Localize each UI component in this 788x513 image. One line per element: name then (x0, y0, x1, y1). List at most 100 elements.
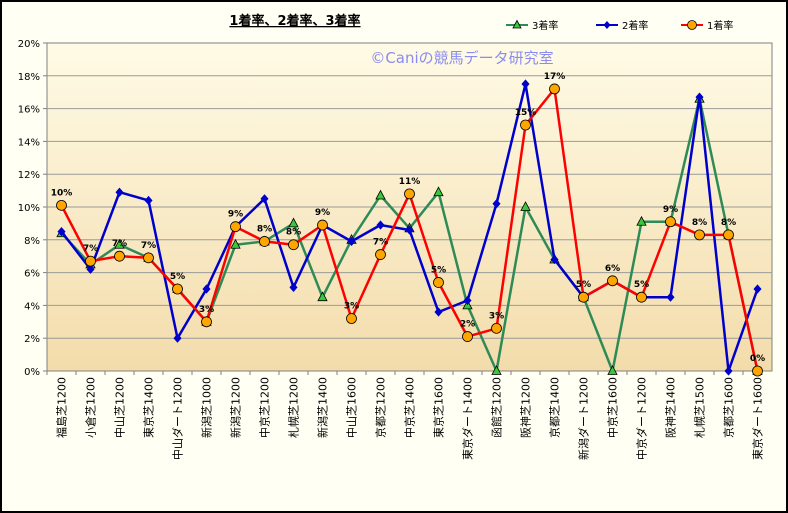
data-label: 5% (634, 280, 649, 290)
data-label: 9% (228, 210, 243, 220)
x-tick-label: 中京芝1200 (258, 377, 272, 438)
data-label: 5% (576, 280, 591, 290)
x-tick-label: 京都芝1200 (374, 377, 388, 438)
data-point (607, 365, 618, 375)
data-point (695, 92, 704, 102)
data-label: 9% (663, 205, 678, 215)
legend-item: 2着率 (596, 19, 648, 32)
data-label: 9% (315, 208, 330, 218)
data-label: 8% (721, 218, 736, 228)
data-point (434, 307, 443, 317)
y-tick-label: 16% (18, 105, 40, 116)
x-tick-label: 京都芝1600 (722, 377, 736, 438)
data-point (724, 366, 733, 376)
x-tick-label: 中京芝1600 (606, 377, 620, 438)
data-point (172, 283, 183, 295)
y-tick-label: 0% (24, 367, 40, 378)
data-point (520, 201, 531, 211)
data-point (260, 194, 269, 204)
data-point (289, 282, 298, 292)
x-tick-label: 札幌芝1500 (693, 377, 707, 438)
data-point (317, 219, 328, 231)
data-point (491, 322, 502, 334)
data-point (347, 236, 356, 247)
legend-item: 3着率 (506, 19, 558, 32)
data-point (433, 277, 444, 288)
x-tick-label: 新潟芝1200 (229, 377, 243, 438)
data-label: 7% (112, 239, 127, 249)
data-label: 7% (373, 238, 388, 248)
data-point (201, 316, 212, 328)
x-tick-label: 中山芝1200 (114, 377, 127, 438)
x-tick-label: 京都芝1400 (548, 377, 562, 438)
data-labels: 10% 7% 7% 7% 5% 3% 9% 8% 8% 9% 3% 7% 11% 5% 2% 3% 15% 17%… (51, 72, 765, 364)
data-point (114, 250, 125, 262)
y-tick-label: 10% (18, 203, 40, 214)
x-tick-label: 東京ダート1400 (461, 377, 475, 460)
data-label: 0% (750, 354, 765, 364)
data-point (376, 220, 385, 230)
data-point (491, 365, 502, 375)
y-tick-label: 8% (24, 236, 40, 247)
legend-label: 3着率 (532, 19, 558, 32)
data-point (346, 313, 357, 324)
data-point (665, 216, 676, 228)
data-point (114, 238, 125, 249)
data-label: 11% (399, 177, 421, 187)
data-point (57, 226, 66, 237)
y-tick-label: 6% (24, 269, 40, 280)
data-point (694, 229, 705, 241)
data-point (230, 221, 241, 233)
data-label: 6% (605, 264, 620, 274)
legend-marker (687, 20, 697, 30)
y-tick-label: 12% (18, 170, 40, 181)
legend-label: 2着率 (622, 19, 648, 32)
data-label: 5% (170, 272, 185, 282)
data-label: 3% (344, 302, 359, 312)
watermark-text: ©Caniの競馬データ研究室 (370, 49, 553, 67)
data-label: 17% (544, 72, 566, 82)
data-point (607, 275, 618, 287)
data-point (752, 365, 763, 377)
data-point (520, 119, 531, 131)
data-point (521, 79, 530, 89)
chart-title: 1着率、2着率、3着率 (229, 13, 360, 29)
x-tick-label: 中京芝1400 (403, 377, 417, 438)
data-point (578, 291, 589, 303)
data-point (230, 238, 241, 249)
data-label: 15% (515, 108, 537, 118)
series-circle (56, 83, 763, 377)
data-label: 8% (692, 218, 707, 228)
data-point (636, 215, 647, 226)
x-tick-label: 中京ダート1200 (635, 377, 649, 460)
data-point (86, 264, 95, 274)
legend: 3着率 2着率 1着率 (506, 19, 733, 32)
data-point (317, 291, 328, 302)
legend-marker (603, 21, 611, 29)
data-point (636, 291, 647, 303)
data-point (433, 186, 444, 197)
x-tick-label: 阪神芝1400 (664, 377, 678, 438)
y-axis: 0% 2% 4% 6% 8% 10% 12% 14% 16% 18% 20% (18, 39, 47, 378)
x-tick-label: 東京芝1400 (142, 377, 156, 438)
data-point (549, 83, 560, 95)
data-point (666, 292, 675, 302)
x-tick-label: 東京芝1600 (432, 377, 446, 438)
data-label: 3% (199, 305, 214, 315)
data-label: 2% (460, 320, 475, 330)
data-point (550, 254, 559, 265)
x-tick-label: 中山芝1600 (346, 377, 359, 438)
data-point (202, 284, 211, 294)
data-point (375, 249, 386, 260)
data-point (85, 255, 96, 267)
data-point (143, 252, 154, 264)
x-tick-label: 小倉芝1200 (84, 377, 98, 438)
legend-marker (512, 19, 522, 29)
data-label: 5% (431, 265, 446, 275)
data-point (56, 199, 67, 211)
data-point (753, 284, 762, 294)
y-tick-label: 4% (24, 301, 40, 312)
legend-label: 1着率 (707, 19, 733, 32)
series-layer (56, 79, 763, 377)
